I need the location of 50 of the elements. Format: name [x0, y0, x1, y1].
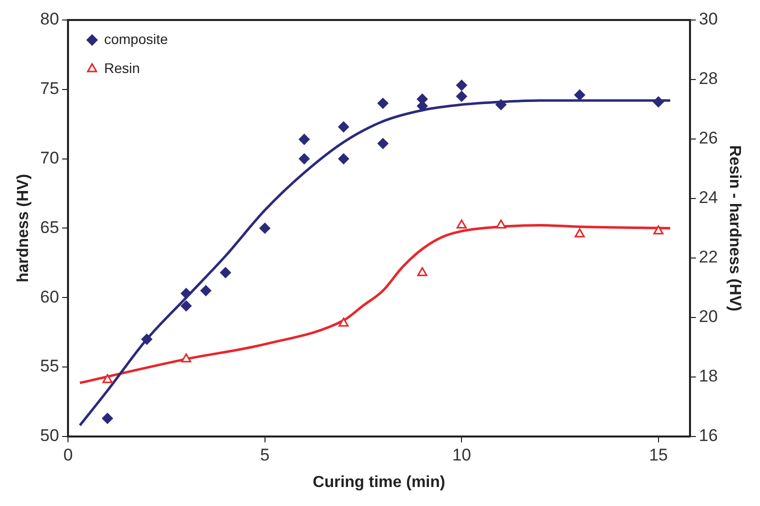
point — [180, 288, 192, 299]
y-axis-title: hardness (HV) — [15, 174, 32, 282]
point — [200, 285, 212, 296]
point — [298, 153, 310, 164]
point — [496, 219, 506, 228]
point — [220, 267, 232, 278]
point — [338, 318, 349, 327]
y2-tick-label: 26 — [698, 128, 718, 148]
y2-tick-label: 18 — [698, 366, 718, 386]
point — [456, 90, 468, 102]
y2-tick-label: 22 — [698, 248, 718, 267]
point — [456, 219, 467, 228]
y-tick-label: 75 — [40, 79, 60, 98]
point — [377, 98, 388, 109]
point — [495, 99, 506, 110]
x-tick-label: 5 — [260, 445, 270, 464]
y-tick-label: 50 — [40, 426, 60, 446]
point — [141, 334, 152, 345]
x-tick-label: 10 — [452, 445, 472, 464]
x-tick-label: 15 — [648, 445, 668, 464]
point — [298, 134, 310, 145]
point — [102, 412, 113, 424]
y2-tick-label: 24 — [698, 188, 718, 208]
point — [377, 138, 388, 150]
point — [574, 228, 585, 238]
point — [181, 353, 192, 362]
x-axis-title: Curing time (min) — [312, 474, 446, 491]
point — [653, 225, 664, 234]
y-tick-label: 55 — [40, 356, 60, 376]
legend-label: composite — [104, 30, 168, 47]
point — [102, 374, 113, 384]
y-tick-label: 65 — [40, 218, 60, 237]
point — [417, 267, 428, 276]
point — [338, 121, 350, 132]
legend-label: Resin — [104, 60, 140, 76]
point — [180, 300, 192, 312]
point — [574, 89, 586, 100]
point — [652, 96, 664, 108]
point — [456, 80, 468, 91]
y-tick-label: 80 — [40, 10, 60, 29]
x-tick-label: 0 — [63, 445, 73, 464]
point — [259, 222, 270, 234]
y2-tick-label: 20 — [698, 307, 718, 326]
y-tick-label: 60 — [40, 287, 60, 306]
point — [338, 153, 350, 164]
y2-tick-label: 16 — [698, 426, 718, 446]
y2-tick-label: 30 — [698, 10, 718, 29]
y2-axis-title: Resin - hardness (HV) — [726, 145, 743, 312]
y-tick-label: 70 — [40, 148, 60, 168]
y2-tick-label: 28 — [698, 69, 718, 88]
